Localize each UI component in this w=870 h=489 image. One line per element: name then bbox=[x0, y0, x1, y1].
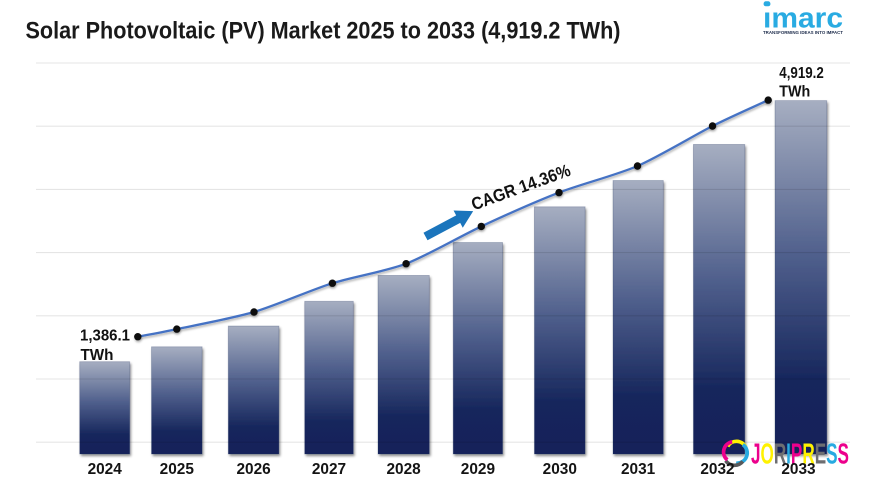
svg-text:2028: 2028 bbox=[386, 461, 421, 478]
svg-text:TWh: TWh bbox=[81, 347, 114, 364]
svg-text:ımarc: ımarc bbox=[763, 2, 843, 34]
svg-text:4,919.2: 4,919.2 bbox=[779, 65, 824, 82]
svg-text:Solar Photovoltaic (PV) Market: Solar Photovoltaic (PV) Market 2025 to 2… bbox=[26, 18, 621, 45]
svg-text:2032: 2032 bbox=[700, 461, 734, 478]
svg-text:2024: 2024 bbox=[88, 461, 123, 478]
svg-text:2025: 2025 bbox=[160, 461, 195, 478]
svg-text:2027: 2027 bbox=[312, 461, 346, 478]
svg-text:2026: 2026 bbox=[236, 461, 270, 478]
svg-text:2030: 2030 bbox=[543, 461, 577, 478]
svg-text:TWh: TWh bbox=[779, 83, 810, 100]
svg-text:JORIPRESS: JORIPRESS bbox=[751, 438, 849, 470]
svg-text:2033: 2033 bbox=[781, 461, 815, 478]
svg-text:1,386.1: 1,386.1 bbox=[80, 327, 130, 344]
svg-text:2031: 2031 bbox=[621, 461, 656, 478]
svg-text:2029: 2029 bbox=[461, 461, 495, 478]
svg-text:TRANSFORMING IDEAS INTO IMPACT: TRANSFORMING IDEAS INTO IMPACT bbox=[763, 30, 843, 35]
svg-text:CAGR 14.36%: CAGR 14.36% bbox=[469, 160, 574, 214]
